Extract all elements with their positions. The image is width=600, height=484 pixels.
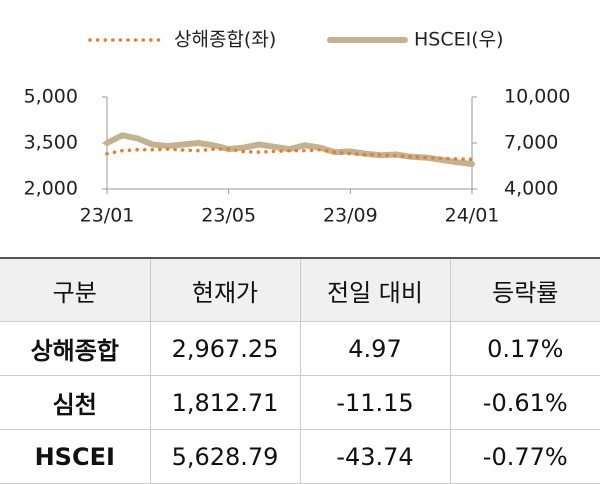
series-line (105, 147, 474, 162)
x-tick-label: 23/01 (80, 205, 135, 227)
y-tick-label: 5,000 (24, 86, 78, 108)
table-cell: 심천 (0, 375, 150, 430)
header-row: 구분 현재가 전일 대비 등락률 (0, 257, 600, 322)
table-row: 상해종합 2,967.25 4.97 0.17% (0, 321, 600, 376)
y-tick-label: 2,000 (24, 178, 78, 200)
x-tick-label: 23/05 (201, 205, 256, 227)
y2-tick-label: 4,000 (504, 178, 558, 200)
table-cell: -11.15 (299, 375, 450, 430)
index-table: 구분 현재가 전일 대비 등락률 상해종합 2,967.25 4.97 0.17% 심천 1,8… (0, 257, 600, 484)
legend-label: 상해종합(좌) (174, 29, 276, 51)
y-tick-label: 3,500 (24, 132, 78, 154)
x-tick-label: 23/09 (323, 205, 378, 227)
header-cell: 구분 (0, 257, 150, 322)
header-cell: 전일 대비 (299, 257, 450, 322)
x-tick-label: 24/01 (445, 205, 500, 227)
table-cell: -0.77% (449, 429, 600, 484)
header-cell: 현재가 (149, 257, 300, 322)
table-cell: -0.61% (449, 375, 600, 430)
y2-tick-label: 7,000 (504, 132, 558, 154)
table-cell: -43.74 (299, 429, 450, 484)
table-cell: 2,967.25 (149, 321, 300, 376)
table-cell: 1,812.71 (149, 375, 300, 430)
y2-tick-label: 10,000 (504, 86, 570, 108)
table-cell: 0.17% (449, 321, 600, 376)
table-cell: 상해종합 (0, 321, 150, 376)
header-cell: 등락률 (449, 257, 600, 322)
chart: 2,000 3,500 5,000 4,000 7,000 10,000 23/01 23/0… (24, 29, 571, 227)
legend-label: HSCEI(우) (414, 29, 504, 51)
table-row: HSCEI 5,628.79 -43.74 -0.77% (0, 429, 600, 484)
table-body: 상해종합 2,967.25 4.97 0.17% 심천 1,812.71 -11.15 -0.… (0, 321, 600, 484)
table-cell: HSCEI (0, 429, 150, 484)
table-cell: 4.97 (299, 321, 450, 376)
table-row: 심천 1,812.71 -11.15 -0.61% (0, 375, 600, 430)
table-cell: 5,628.79 (149, 429, 300, 484)
